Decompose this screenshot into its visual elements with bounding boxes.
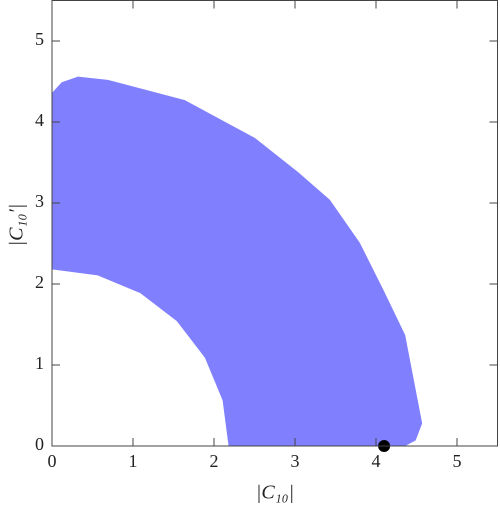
y-axis-label: |C₁₀′| xyxy=(6,204,28,247)
x-tick-label: 0 xyxy=(48,451,57,471)
y-tick-label: 1 xyxy=(35,353,44,373)
x-tick-label: 4 xyxy=(372,451,381,471)
x-tick-label: 2 xyxy=(210,451,219,471)
x-tick-label: 5 xyxy=(453,451,462,471)
y-tick-label: 5 xyxy=(35,29,44,49)
y-tick-label: 3 xyxy=(35,191,44,211)
y-tick-label: 4 xyxy=(35,110,44,130)
frame xyxy=(51,0,498,447)
y-tick-label: 2 xyxy=(35,272,44,292)
x-tick-label: 1 xyxy=(129,451,138,471)
x-axis-label: |C₁₀| xyxy=(256,482,294,504)
y-tick-label: 0 xyxy=(35,434,44,454)
x-tick-label: 3 xyxy=(291,451,300,471)
region xyxy=(52,76,423,446)
